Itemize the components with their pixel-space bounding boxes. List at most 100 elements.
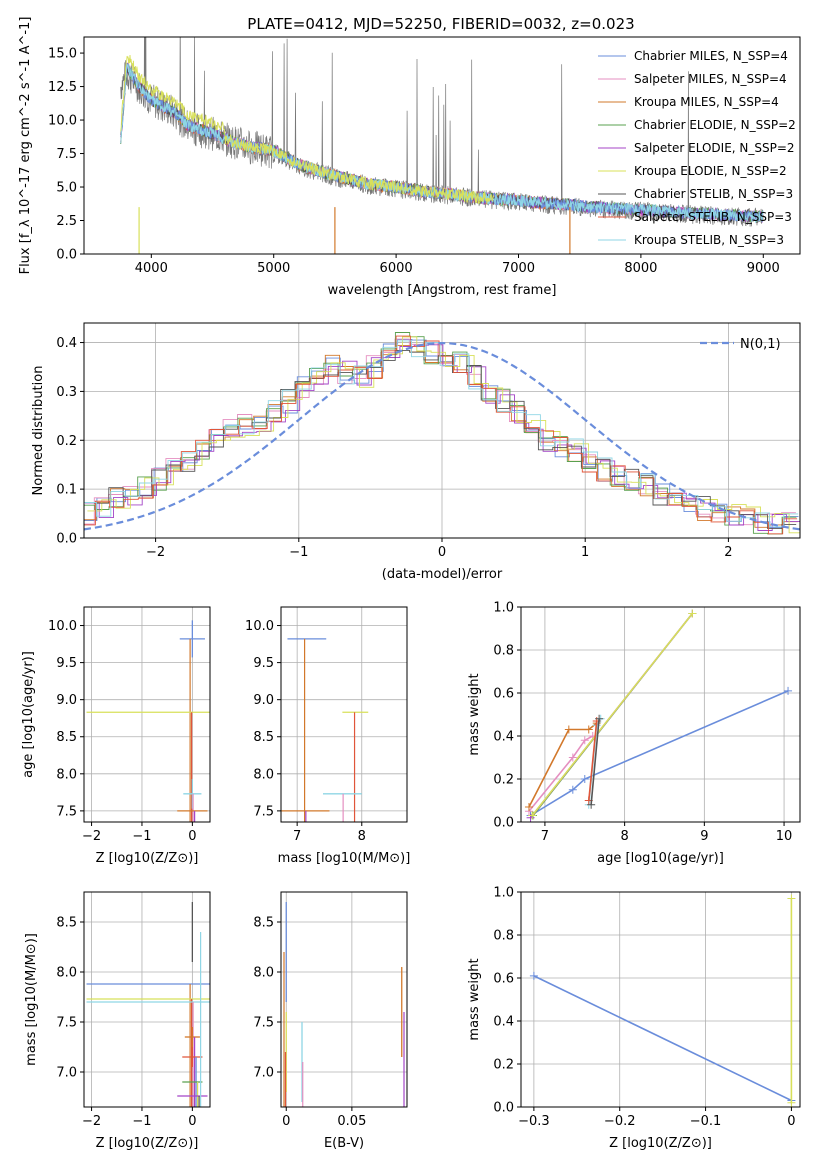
y-tick-label: 0.0 [56,532,77,547]
y-tick-label: 1.0 [493,601,514,616]
series-line [531,613,694,816]
y-axis-label: Normed distribution [31,366,46,496]
age_vs_mass-points [281,638,369,822]
y-tick-label: 12.5 [48,80,77,95]
spectrum-frame [83,36,801,255]
y-axis-label: mass [log10(M/M⊙)] [24,933,39,1066]
x-tick-label: 4000 [135,261,168,276]
y-tick-label: 9.0 [56,693,77,708]
legend-entry: Salpeter STELIB, N_SSP=3 [634,210,792,224]
x-tick-label: 0 [188,1114,196,1129]
x-tick-label: 0.05 [337,1114,366,1129]
x-tick-label: −1 [132,829,151,844]
x-tick-label: −0.2 [604,1114,636,1129]
data-point [529,971,538,980]
series-line [528,722,598,808]
x-tick-label: 8 [358,829,366,844]
age_vs_Z-axes: −2 −1 0 7.5 8.0 8.5 9.0 9.5 10.0 [48,607,210,844]
x-tick-label: 0 [787,1114,795,1129]
x-tick-label: 8 [620,829,628,844]
legend-entry: N(0,1) [740,337,781,352]
x-tick-label: −2 [146,545,165,560]
y-tick-label: 0.4 [493,1015,514,1030]
x-tick-label: −2 [82,829,101,844]
age_vs_mass-frame [280,606,408,823]
x-tick-label: 7 [293,829,301,844]
x-tick-label: −0.1 [690,1114,722,1129]
y-tick-label: 8.0 [253,966,274,981]
histogram-step [84,349,797,530]
x-tick-label: 2 [724,545,732,560]
figure-title: PLATE=0412, MJD=52250, FIBERID=0032, z=0… [247,15,634,33]
x-tick-label: 8000 [624,261,657,276]
data-spectrum-line [120,37,764,227]
y-tick-label: 8.5 [56,730,77,745]
legend: Chabrier MILES, N_SSP=4 Salpeter MILES, N… [598,49,796,247]
massweight_vs_age-frame [520,606,801,823]
y-tick-label: 7.0 [56,1066,77,1081]
massweight_vs_Z-axes: −0.3 −0.2 −0.1 0 0.0 0.2 0.4 0.6 0.8 1.0 [493,886,800,1129]
age_vs_mass-axes: 7 8 7.5 8.0 8.5 9.0 9.5 10.0 [245,607,407,844]
mass_vs_Z-axes: −2 −1 0 7.0 7.5 8.0 8.5 [56,892,210,1129]
y-tick-label: 0.6 [493,687,514,702]
series-line [590,718,600,805]
y-tick-label: 8.5 [253,730,274,745]
spectrum-axes: 4000 5000 6000 7000 8000 9000 0.0 2.5 5.0 7.5 10.0… [48,47,780,276]
y-tick-label: 0.4 [493,730,514,745]
mass_vs_EBV-frame [280,891,408,1108]
y-axis-label: mass weight [467,673,482,755]
y-tick-label: 0.2 [493,1058,514,1073]
legend-entry: Salpeter ELODIE, N_SSP=2 [634,141,795,155]
y-tick-label: 0.1 [56,483,77,498]
data-point [580,775,589,783]
x-axis-label: mass [log10(M/M⊙)] [278,851,411,866]
series-line [533,975,792,1102]
data-point [568,753,577,762]
y-tick-label: 7.5 [56,1016,77,1031]
y-tick-label: 8.0 [56,767,77,782]
legend-entry: Kroupa ELODIE, N_SSP=2 [634,164,787,178]
y-tick-label: 0.2 [56,434,77,449]
x-axis-label: Z [log10(Z/Z⊙)] [96,851,199,866]
data-point [784,686,793,695]
x-axis-label: wavelength [Angstrom, rest frame] [328,283,557,298]
mass_vs_EBV-axes: 0 0.05 7.0 7.5 8.0 8.5 [253,892,407,1129]
y-tick-label: 0.6 [493,972,514,987]
y-axis-label: mass weight [467,958,482,1040]
histogram [84,332,800,535]
x-tick-label: 10 [776,829,793,844]
age_vs_Z-frame [83,606,211,823]
series-line [588,720,598,801]
legend-entry: Kroupa MILES, N_SSP=4 [634,95,779,109]
data-point [526,813,535,822]
x-axis-label: E(B-V) [324,1136,364,1151]
series-line [530,690,789,817]
x-tick-label: 9000 [747,261,780,276]
x-tick-label: −1 [289,545,308,560]
massweight_vs_Z-frame [520,891,801,1108]
y-tick-label: 15.0 [48,47,77,62]
y-tick-label: 0.2 [493,773,514,788]
gaussian-curve [84,341,800,531]
y-tick-label: 7.5 [253,804,274,819]
y-tick-label: 0.0 [56,248,77,263]
x-tick-label: 1 [581,545,589,560]
spectrum-lines [120,37,764,254]
x-tick-label: −2 [82,1114,101,1129]
data-point [584,725,593,734]
data-point [587,800,596,809]
histogram-step [87,336,800,534]
y-tick-label: 0.8 [493,644,514,659]
x-tick-label: −1 [132,1114,151,1129]
data-point [580,736,589,745]
x-tick-label: 7000 [502,261,535,276]
y-tick-label: 8.5 [56,916,77,931]
y-tick-label: 5.0 [56,181,77,196]
series-line [528,735,594,812]
y-tick-label: 0.8 [493,929,514,944]
x-tick-label: 9 [700,829,708,844]
model-spectrum-line [120,54,495,205]
legend-entry: Salpeter MILES, N_SSP=4 [634,72,787,86]
y-tick-label: 10.0 [245,619,274,634]
